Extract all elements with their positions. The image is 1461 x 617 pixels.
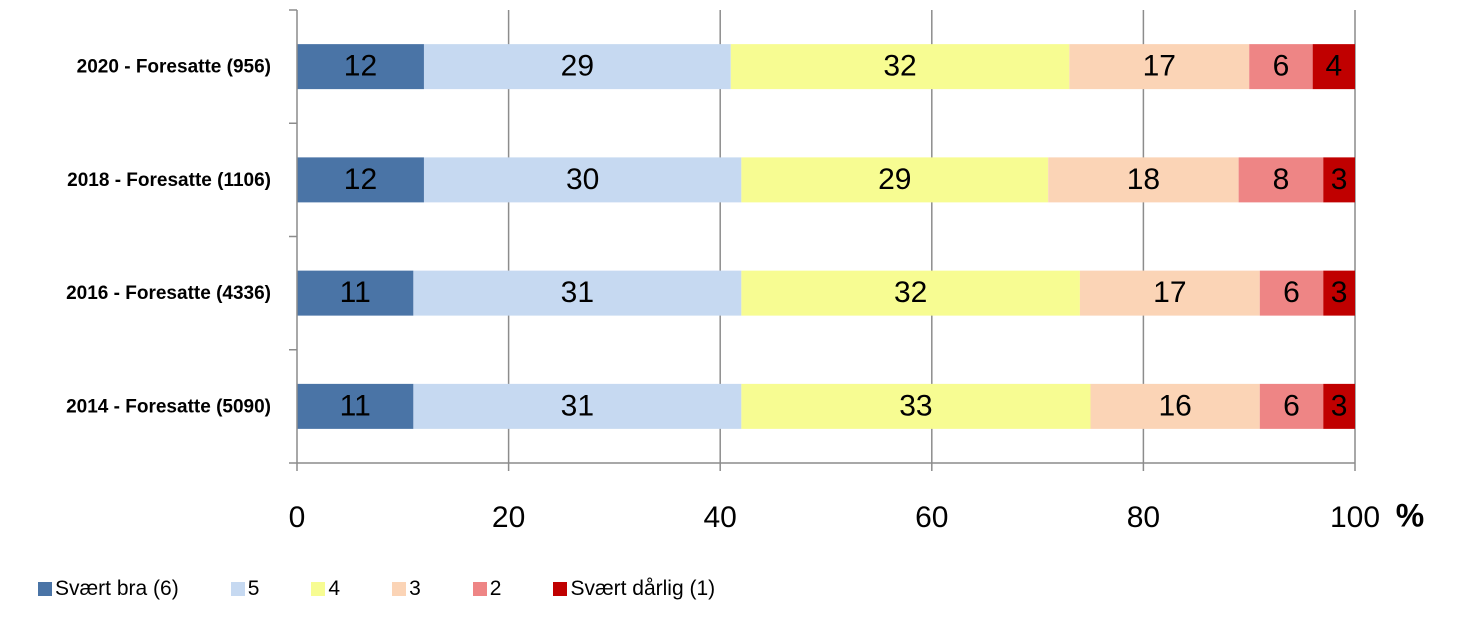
category-label-3: 2014 - Foresatte (5090) — [66, 396, 271, 417]
bar-label-3-2: 33 — [899, 389, 932, 422]
bar-label-3-1: 31 — [561, 389, 594, 422]
legend-swatch-3 — [392, 582, 407, 596]
bar-segment-2-2 — [741, 270, 1080, 316]
bar-segment-3-4 — [1259, 383, 1324, 429]
bar-label-2-2: 32 — [894, 276, 927, 309]
bar-area: 12 29 32 17 6 412 30 29 18 8 311 31 32 17 6 311 31 33 16 6 3 — [297, 44, 1355, 429]
bar-segment-3-0 — [297, 383, 414, 429]
bar-segment-0-1 — [423, 44, 731, 90]
bar-segment-1-5 — [1323, 157, 1355, 203]
bar-segment-0-3 — [1069, 44, 1250, 90]
legend-item-4: 2 — [472, 577, 502, 601]
bar-label-2-1: 31 — [561, 276, 594, 309]
bar-label-0-1: 29 — [561, 50, 594, 83]
x-tick-label-4: 80 — [1127, 501, 1160, 534]
legend-label-3: 3 — [409, 577, 421, 600]
bar-segment-0-5 — [1312, 44, 1355, 90]
legend-swatch-2 — [311, 582, 326, 596]
category-label-2: 2016 - Foresatte (4336) — [66, 283, 271, 304]
bar-segment-3-5 — [1323, 383, 1355, 429]
bar-segment-0-0 — [297, 44, 424, 90]
bar-label-3-3: 16 — [1158, 389, 1191, 422]
bar-label-1-2: 29 — [878, 163, 911, 196]
category-label-1: 2018 - Foresatte (1106) — [67, 170, 271, 191]
legend-item-0: Svært bra (6) — [38, 577, 179, 601]
bar-segment-2-4 — [1259, 270, 1324, 316]
legend-label-5: Svært dårlig (1) — [570, 577, 716, 600]
legend-item-2: 4 — [311, 577, 340, 601]
legend-swatch-4 — [472, 582, 487, 596]
category-label-0: 2020 - Foresatte (956) — [77, 57, 271, 78]
legend-label-2: 4 — [328, 577, 341, 600]
legend-label-4: 2 — [489, 577, 502, 600]
bar-label-1-4: 8 — [1273, 163, 1290, 196]
x-tick-label-1: 20 — [492, 501, 525, 534]
bar-label-3-5: 3 — [1331, 389, 1348, 422]
legend-item-3: 3 — [392, 577, 421, 601]
bar-segment-0-4 — [1249, 44, 1313, 90]
legend-label-0: Svært bra (6) — [55, 577, 179, 600]
bar-label-0-3: 17 — [1143, 50, 1176, 83]
bar-segment-3-1 — [413, 383, 742, 429]
bar-label-2-5: 3 — [1331, 276, 1348, 309]
x-tick-label-5: 100 — [1330, 501, 1380, 534]
bar-label-1-0: 12 — [344, 163, 377, 196]
bar-label-2-0: 11 — [340, 276, 371, 309]
bar-segment-2-3 — [1079, 270, 1260, 316]
legend-item-1: 5 — [230, 577, 260, 601]
axes: 2020 - Foresatte (956) 2018 - Foresatte (… — [66, 9, 1380, 534]
bar-label-1-5: 3 — [1331, 163, 1348, 196]
x-tick-label-0: 0 — [289, 501, 306, 534]
bar-label-3-4: 6 — [1283, 389, 1300, 422]
bar-label-0-5: 4 — [1325, 50, 1342, 83]
x-tick-label-2: 40 — [704, 501, 737, 534]
bar-segment-1-3 — [1048, 157, 1239, 203]
legend-swatch-1 — [230, 582, 245, 596]
bar-segment-2-0 — [297, 270, 414, 316]
bar-label-2-3: 17 — [1153, 276, 1186, 309]
bar-segment-2-1 — [413, 270, 742, 316]
bar-label-0-0: 12 — [344, 50, 377, 83]
bar-segment-2-5 — [1323, 270, 1355, 316]
bar-label-2-4: 6 — [1283, 276, 1300, 309]
bar-segment-3-2 — [741, 383, 1091, 429]
legend-swatch-0 — [38, 582, 52, 596]
bar-label-0-2: 32 — [883, 50, 916, 83]
bar-segment-1-1 — [423, 157, 742, 203]
legend-swatch-5 — [553, 582, 568, 596]
bar-segment-3-3 — [1090, 383, 1260, 429]
x-axis-unit-label: % — [1396, 497, 1424, 533]
bar-label-1-1: 30 — [566, 163, 599, 196]
bar-segment-1-4 — [1238, 157, 1324, 203]
bar-segment-1-0 — [297, 157, 424, 203]
x-tick-label-3: 60 — [915, 501, 948, 534]
legend-label-1: 5 — [247, 577, 260, 600]
bar-label-0-4: 6 — [1273, 50, 1290, 83]
bar-label-3-0: 11 — [340, 389, 371, 422]
legend-item-5: Svært dårlig (1) — [553, 577, 715, 601]
bar-segment-0-2 — [730, 44, 1070, 90]
bar-segment-1-2 — [741, 157, 1049, 203]
chart-legend: Svært bra (6) 5 4 3 2 Svært dårlig (1) — [38, 574, 715, 604]
bar-label-1-3: 18 — [1127, 163, 1160, 196]
